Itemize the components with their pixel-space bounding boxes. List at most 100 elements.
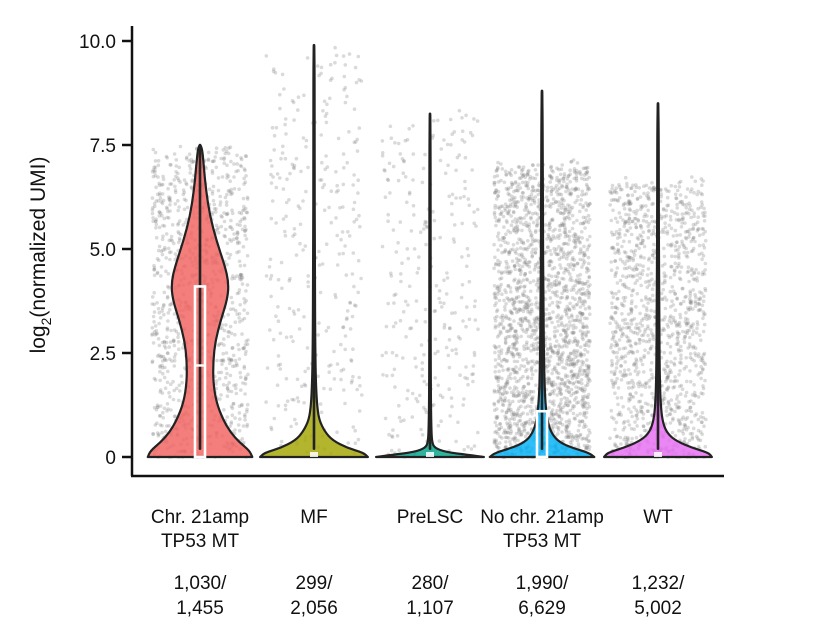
data-point — [574, 278, 579, 283]
data-point — [272, 148, 277, 152]
data-point — [649, 361, 654, 365]
data-point — [500, 376, 504, 381]
data-point — [668, 421, 673, 425]
data-point — [157, 214, 162, 218]
data-point — [529, 216, 533, 221]
data-point — [507, 425, 512, 429]
data-point — [585, 358, 589, 362]
data-point — [157, 432, 161, 437]
data-point — [675, 265, 679, 270]
data-point — [498, 277, 502, 281]
data-point — [380, 244, 385, 249]
data-point — [228, 145, 233, 149]
data-point — [182, 178, 187, 182]
data-point — [158, 390, 162, 394]
data-point — [551, 380, 556, 384]
data-point — [630, 289, 635, 293]
data-point — [613, 190, 617, 194]
data-point — [524, 421, 528, 426]
data-point — [560, 378, 564, 382]
data-point — [683, 235, 688, 240]
data-point — [466, 197, 471, 201]
data-point — [177, 205, 181, 209]
data-point — [161, 248, 165, 252]
data-point — [522, 208, 527, 212]
data-point — [659, 216, 664, 221]
data-point — [493, 430, 497, 435]
data-point — [513, 249, 517, 254]
data-point — [618, 257, 623, 262]
data-point — [346, 441, 351, 445]
data-point — [529, 390, 534, 394]
data-point — [584, 334, 588, 338]
data-point — [516, 413, 520, 418]
data-point — [499, 178, 503, 183]
data-point — [463, 179, 467, 184]
data-point — [680, 242, 685, 246]
data-point — [669, 334, 674, 338]
data-point — [160, 423, 164, 428]
data-point — [617, 347, 622, 351]
data-point — [500, 167, 505, 171]
data-point — [514, 339, 518, 343]
data-point — [648, 314, 652, 319]
data-point — [504, 440, 508, 444]
data-point — [437, 289, 442, 293]
data-point — [499, 315, 503, 320]
data-point — [555, 425, 559, 430]
data-point — [566, 262, 571, 267]
data-point — [157, 321, 161, 326]
data-point — [553, 366, 557, 371]
data-point — [431, 209, 435, 214]
data-point — [563, 207, 567, 212]
data-point — [466, 253, 471, 258]
data-point — [688, 379, 693, 384]
data-point — [219, 224, 224, 229]
data-point — [667, 189, 671, 194]
data-point — [551, 350, 555, 355]
data-point — [229, 422, 233, 426]
data-point — [494, 444, 499, 449]
data-point — [585, 350, 590, 354]
data-point — [268, 158, 273, 163]
data-point — [546, 347, 550, 352]
data-point — [298, 241, 302, 246]
data-point — [535, 261, 540, 266]
data-point — [700, 303, 705, 308]
data-point — [585, 325, 589, 330]
data-point — [528, 325, 532, 329]
data-point — [521, 191, 525, 195]
data-point — [324, 329, 329, 333]
data-point — [511, 399, 515, 404]
data-point — [518, 308, 523, 313]
data-point — [162, 406, 167, 411]
data-point — [172, 355, 177, 359]
data-point — [283, 156, 288, 161]
data-point — [652, 225, 657, 229]
data-point — [395, 434, 400, 438]
data-point — [695, 326, 699, 331]
data-point — [189, 185, 194, 189]
data-point — [554, 247, 559, 251]
data-point — [524, 213, 529, 217]
data-point — [691, 329, 696, 333]
data-point — [352, 303, 357, 308]
data-point — [360, 393, 364, 397]
data-point — [532, 199, 537, 203]
data-point — [507, 250, 512, 255]
data-point — [575, 354, 580, 358]
data-point — [442, 138, 446, 142]
data-point — [553, 344, 558, 349]
data-point — [549, 418, 554, 423]
data-point — [528, 177, 532, 181]
data-point — [406, 303, 410, 307]
data-point — [529, 359, 533, 364]
data-point — [572, 361, 577, 365]
data-point — [703, 312, 707, 316]
data-point — [571, 411, 576, 416]
data-point — [694, 331, 699, 335]
data-point — [522, 428, 527, 433]
data-point — [225, 371, 229, 376]
data-point — [573, 200, 577, 205]
data-point — [495, 407, 499, 411]
